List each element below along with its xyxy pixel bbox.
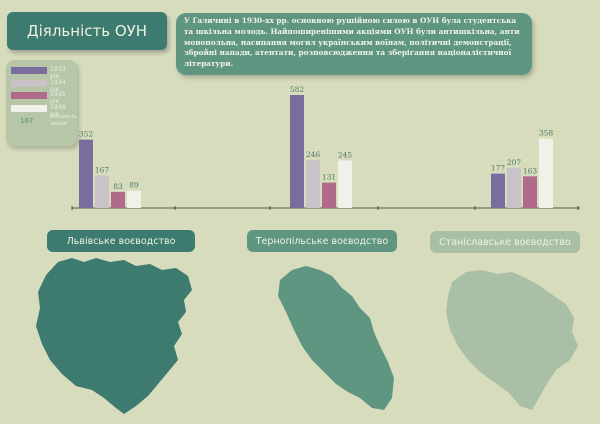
- bar-value-label: 352: [79, 130, 94, 139]
- page-title: Діяльність ОУН: [7, 12, 167, 50]
- region-label-ternopil: Тернопільське воєводство: [255, 235, 389, 247]
- bar-value-label: 245: [338, 150, 353, 159]
- bar-value-label: 246: [306, 150, 321, 159]
- region-label-stanislav: Станіславське воєводство: [439, 236, 571, 248]
- region-label-lviv: Львівське воєводство: [66, 235, 176, 247]
- bar: [79, 139, 93, 208]
- bar: [523, 176, 537, 208]
- legend-count-label: кількість акцій: [51, 114, 78, 127]
- bar: [539, 138, 553, 208]
- bar-value-label: 167: [95, 166, 110, 175]
- region-button-lviv[interactable]: Львівське воєводство: [47, 230, 195, 252]
- description-text: У Галичині в 1930-хх рр. основною рушійн…: [176, 13, 532, 75]
- bar: [338, 160, 352, 208]
- legend-swatch-4: [11, 104, 47, 112]
- bar: [111, 191, 125, 208]
- chart-legend: 1933 рік 1934 рік 1935 рік 1936 рік 167 кіл…: [6, 60, 77, 146]
- bar-value-label: 177: [491, 164, 506, 173]
- stanislav-region-map[interactable]: [446, 270, 578, 410]
- legend-swatch-2: [11, 79, 47, 87]
- legend-label-4: 1936 рік: [50, 103, 66, 118]
- lviv-region-map[interactable]: [36, 258, 192, 414]
- legend-swatch-1: [11, 67, 47, 74]
- legend-label-1: 1933 рік: [50, 66, 66, 80]
- bar-value-label: 207: [507, 158, 522, 167]
- ternopil-region-map[interactable]: [278, 266, 394, 410]
- legend-label-2: 1934 рік: [50, 78, 66, 93]
- bar: [95, 175, 109, 208]
- bar: [306, 160, 320, 208]
- bar-value-label: 163: [523, 166, 538, 175]
- bar: [290, 95, 304, 208]
- bar: [322, 182, 336, 208]
- region-button-ternopil[interactable]: Тернопільське воєводство: [247, 230, 397, 252]
- bar-value-label: 89: [129, 181, 139, 190]
- bar: [491, 173, 505, 208]
- legend-count-value: 167: [20, 117, 34, 125]
- legend-swatch-3: [11, 92, 47, 99]
- bar-value-label: 582: [290, 85, 305, 94]
- bar: [127, 190, 141, 208]
- bar-value-label: 83: [113, 182, 123, 191]
- bar: [507, 167, 521, 208]
- bar-value-label: 131: [322, 173, 336, 182]
- bar-value-label: 358: [539, 128, 554, 137]
- region-button-stanislav[interactable]: Станіславське воєводство: [430, 231, 580, 253]
- legend-label-3: 1935 рік: [50, 91, 66, 105]
